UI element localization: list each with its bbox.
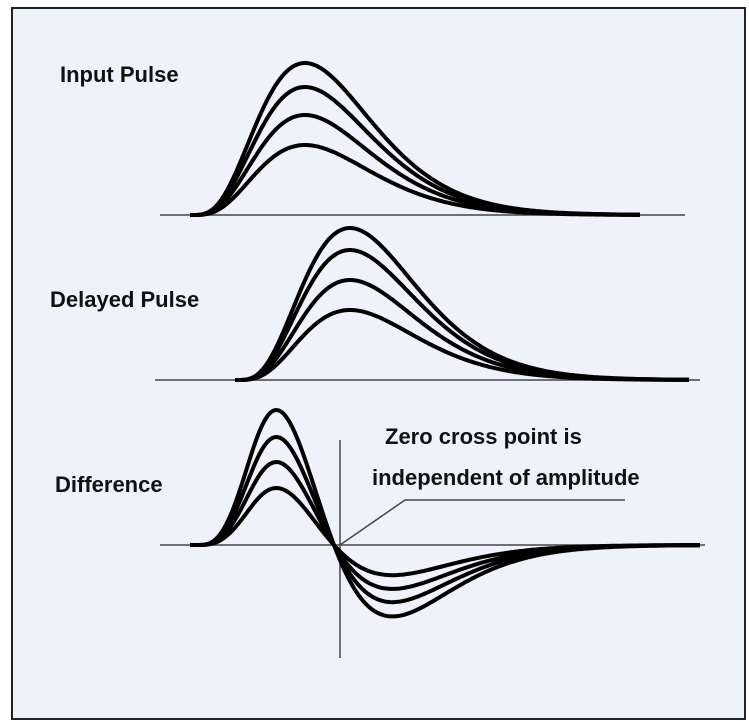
annotation-leader bbox=[339, 499, 625, 546]
delayed-pulse bbox=[235, 308, 689, 382]
curves bbox=[190, 61, 700, 619]
input-pulse bbox=[190, 143, 641, 217]
delayed-label: Delayed Pulse bbox=[50, 287, 199, 312]
annotation-line1: Zero cross point is bbox=[385, 424, 582, 449]
difference-pulse bbox=[190, 486, 700, 578]
input-label: Input Pulse bbox=[60, 62, 179, 87]
annotation-line2: independent of amplitude bbox=[372, 465, 640, 490]
difference-label: Difference bbox=[55, 472, 163, 497]
